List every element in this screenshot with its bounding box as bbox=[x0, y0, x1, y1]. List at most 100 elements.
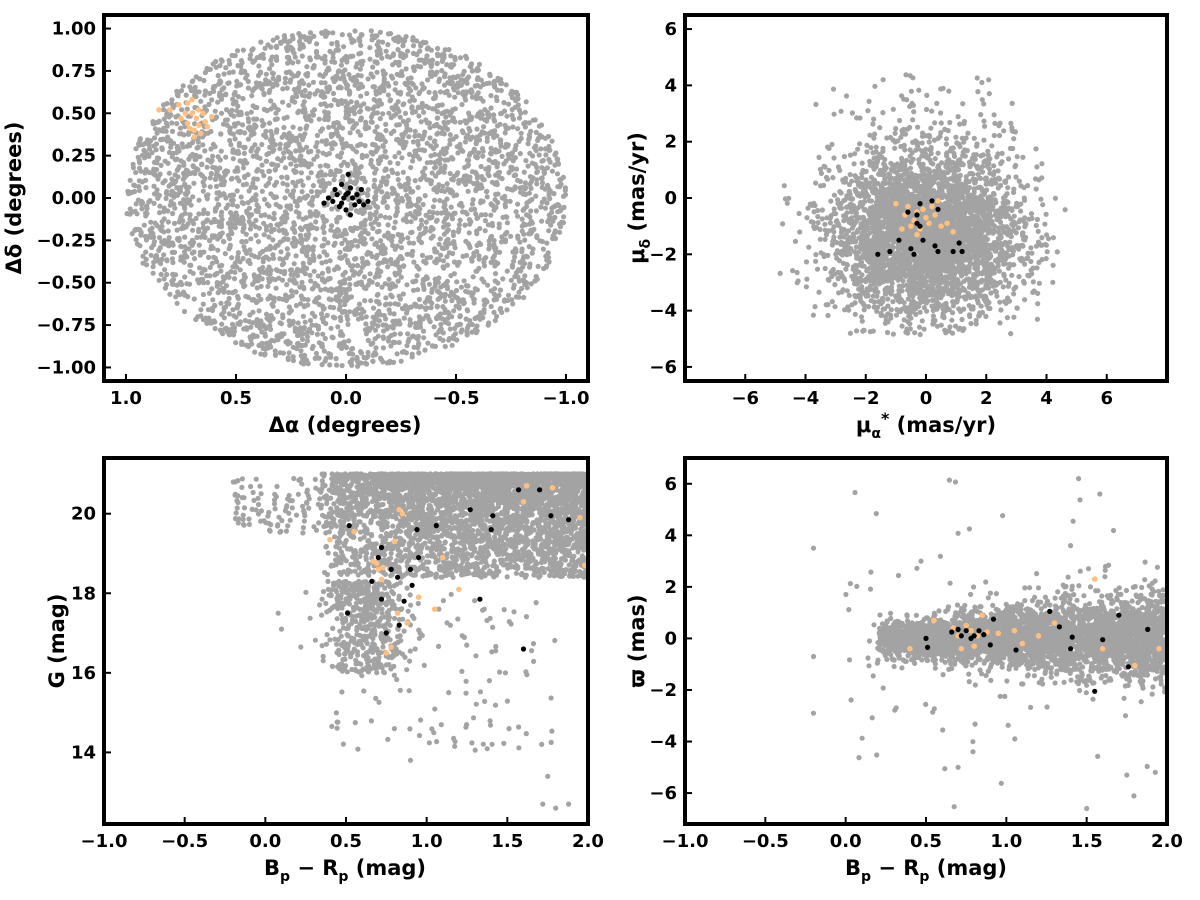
field-star-point bbox=[421, 230, 427, 236]
field-star-point bbox=[280, 99, 286, 105]
field-star-point bbox=[953, 134, 959, 140]
field-star-point bbox=[170, 242, 176, 248]
field-star-point bbox=[135, 226, 141, 233]
field-star-point bbox=[409, 351, 415, 357]
field-star-point bbox=[247, 312, 253, 318]
field-star-point bbox=[425, 295, 431, 301]
field-star-point bbox=[372, 170, 378, 176]
field-star-point bbox=[369, 320, 375, 326]
field-star-point bbox=[178, 244, 185, 250]
field-star-point bbox=[310, 109, 316, 115]
field-star-point bbox=[200, 210, 206, 217]
field-star-point bbox=[430, 204, 436, 210]
field-star-point bbox=[289, 33, 295, 39]
core-star-point bbox=[358, 186, 364, 193]
field-star-point bbox=[428, 61, 434, 67]
field-star-point bbox=[486, 157, 492, 163]
field-star-point bbox=[549, 138, 555, 144]
field-star-point bbox=[527, 214, 533, 220]
field-star-point bbox=[304, 265, 310, 271]
field-star-point bbox=[365, 260, 371, 267]
field-star-point bbox=[384, 259, 390, 265]
field-star-point bbox=[432, 151, 438, 158]
field-star-point bbox=[469, 329, 475, 335]
field-star-point bbox=[205, 192, 211, 198]
field-star-point bbox=[434, 217, 440, 223]
field-star-point bbox=[363, 321, 369, 327]
field-star-point bbox=[378, 269, 384, 275]
field-star-point bbox=[276, 77, 282, 83]
field-star-point bbox=[253, 224, 259, 230]
field-star-point bbox=[469, 134, 476, 140]
highlight-star-point bbox=[193, 115, 200, 122]
field-star-point bbox=[291, 261, 297, 267]
field-star-point bbox=[295, 59, 301, 65]
field-star-point bbox=[378, 154, 384, 160]
field-star-point bbox=[525, 163, 531, 169]
highlight-star-point bbox=[195, 122, 202, 128]
field-star-point bbox=[445, 119, 451, 125]
field-star-point bbox=[140, 260, 146, 266]
field-star-point bbox=[434, 210, 440, 216]
field-star-point bbox=[367, 56, 373, 62]
field-star-point bbox=[288, 272, 294, 278]
field-star-point bbox=[359, 306, 365, 312]
field-star-point bbox=[494, 97, 500, 104]
field-star-point bbox=[517, 151, 523, 157]
highlight-star-point bbox=[191, 134, 197, 140]
field-star-point bbox=[462, 222, 468, 228]
field-star-point bbox=[400, 306, 406, 312]
field-star-point bbox=[143, 237, 150, 243]
field-star-point bbox=[325, 276, 331, 283]
field-star-point bbox=[156, 210, 163, 216]
field-star-point bbox=[378, 101, 385, 107]
field-star-point bbox=[208, 219, 214, 225]
field-star-point bbox=[328, 168, 334, 174]
field-star-point bbox=[533, 143, 539, 149]
field-star-point bbox=[392, 339, 398, 346]
field-star-point bbox=[331, 242, 337, 248]
field-star-point bbox=[200, 276, 206, 282]
field-star-point bbox=[218, 220, 224, 226]
field-star-point bbox=[177, 291, 183, 298]
core-star-point bbox=[339, 181, 345, 187]
field-star-point bbox=[221, 289, 227, 295]
field-star-point bbox=[314, 331, 320, 337]
field-star-point bbox=[439, 292, 445, 298]
field-star-point bbox=[337, 341, 343, 347]
field-star-point bbox=[393, 212, 399, 218]
field-star-point bbox=[442, 306, 448, 312]
field-star-point bbox=[182, 234, 188, 240]
field-star-point bbox=[538, 146, 544, 152]
field-star-point bbox=[829, 242, 836, 248]
field-star-point bbox=[191, 239, 197, 245]
field-star-point bbox=[299, 279, 305, 285]
field-star-point bbox=[541, 265, 547, 272]
field-star-point bbox=[456, 299, 462, 305]
field-star-point bbox=[436, 241, 442, 247]
field-star-point bbox=[298, 170, 304, 176]
field-star-point bbox=[300, 134, 307, 140]
field-star-point bbox=[464, 307, 470, 313]
field-star-point bbox=[398, 358, 404, 364]
field-star-point bbox=[508, 277, 514, 283]
field-star-point bbox=[390, 242, 396, 248]
field-star-point bbox=[282, 75, 288, 81]
field-star-point bbox=[446, 335, 453, 342]
field-star-point bbox=[493, 160, 499, 167]
field-star-point bbox=[307, 272, 313, 278]
field-star-point bbox=[364, 90, 370, 97]
field-star-point bbox=[133, 169, 139, 176]
field-star-point bbox=[231, 276, 238, 282]
field-star-point bbox=[321, 187, 327, 194]
field-star-point bbox=[424, 305, 430, 311]
field-star-point bbox=[399, 69, 405, 75]
field-star-point bbox=[260, 123, 266, 129]
field-star-point bbox=[248, 184, 254, 190]
field-star-point bbox=[312, 236, 318, 242]
field-star-point bbox=[164, 112, 170, 118]
field-star-point bbox=[358, 103, 364, 109]
field-star-point bbox=[424, 53, 430, 59]
field-star-point bbox=[304, 73, 310, 79]
field-star-point bbox=[182, 274, 188, 280]
